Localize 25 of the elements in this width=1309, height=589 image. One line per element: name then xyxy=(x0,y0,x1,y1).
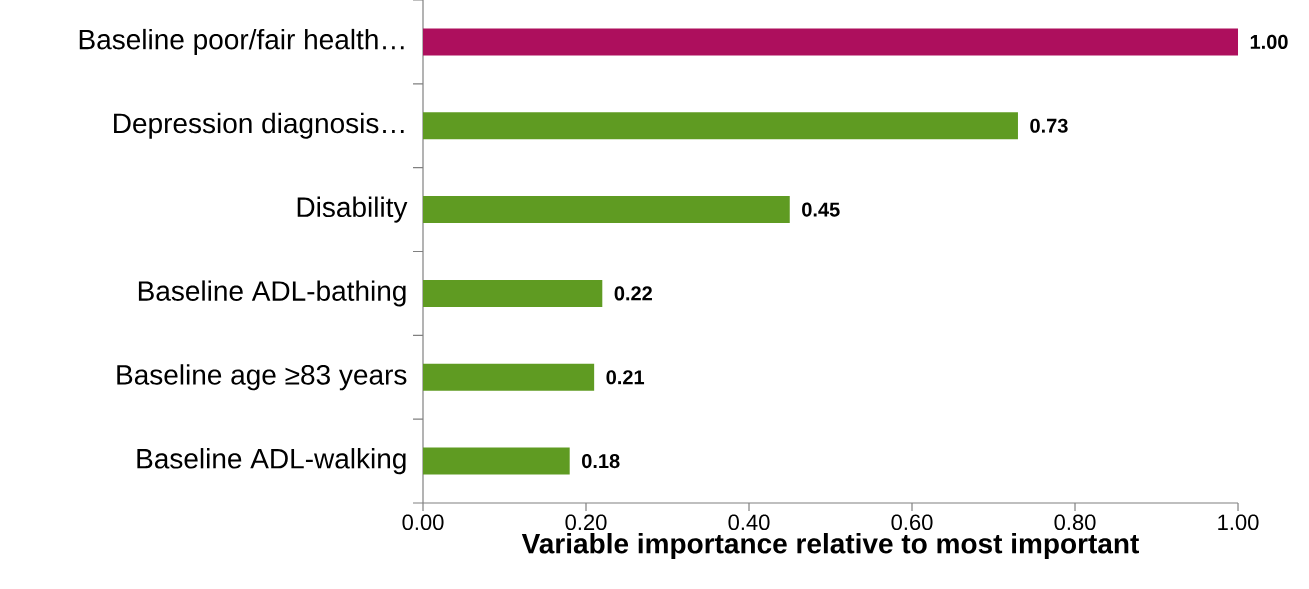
x-tick-label: 0.60 xyxy=(891,514,933,531)
data-label: 0.21 xyxy=(606,370,645,385)
x-tick-label: 0.00 xyxy=(402,514,444,531)
data-label: 0.22 xyxy=(614,286,652,301)
x-axis-title: Variable importance relative to most important xyxy=(521,532,1139,560)
x-tick-label: 0.20 xyxy=(565,514,607,531)
data-label: 0.18 xyxy=(582,454,620,469)
data-label: 0.73 xyxy=(1030,118,1068,133)
y-tick-label: Baseline ADL-bathing xyxy=(138,280,406,307)
bar xyxy=(423,447,570,475)
bar xyxy=(423,28,1239,56)
y-tick-label: Baseline poor/fair health… xyxy=(79,28,404,55)
x-tick-label: 0.40 xyxy=(728,514,770,531)
data-label: 0.45 xyxy=(802,202,840,217)
y-tick-label: Disability xyxy=(297,196,408,223)
bar xyxy=(423,196,790,224)
bar xyxy=(423,363,595,391)
bar xyxy=(423,279,603,307)
x-tick-label: 0.80 xyxy=(1054,514,1096,531)
x-tick-label: 1.00 xyxy=(1218,514,1259,531)
data-label: 1.00 xyxy=(1250,34,1288,49)
bar xyxy=(423,112,1018,140)
y-tick-label: Baseline age ≥83 years xyxy=(117,364,407,391)
y-tick-label: Depression diagnosis… xyxy=(114,112,404,139)
y-tick-label: Baseline ADL-walking xyxy=(137,448,406,475)
